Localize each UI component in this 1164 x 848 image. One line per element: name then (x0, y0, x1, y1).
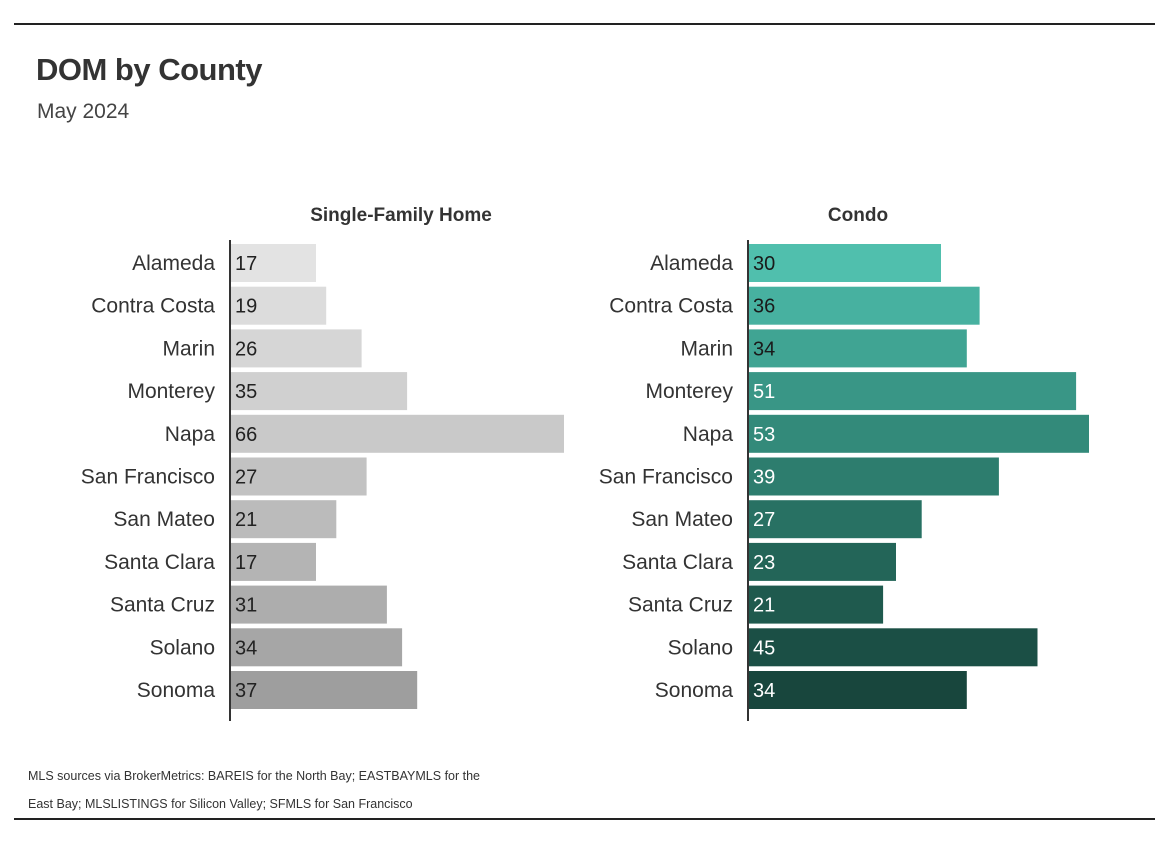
chart-subtitle: May 2024 (37, 100, 130, 123)
condo-category-label: Napa (683, 423, 734, 446)
sfh-category-label: Napa (165, 423, 216, 446)
bottom-rule (14, 818, 1155, 820)
condo-bar-san-mateo (748, 500, 922, 539)
sfh-category-label: Monterey (127, 380, 215, 403)
sfh-category-label: Solano (150, 636, 215, 659)
sfh-bar-marin (230, 329, 362, 368)
sfh-panel-title: Single-Family Home (310, 205, 492, 226)
condo-value-label: 51 (753, 381, 775, 403)
sfh-value-label: 17 (235, 552, 257, 574)
sfh-bar-monterey (230, 372, 408, 411)
sfh-bar-santa-cruz (230, 585, 387, 624)
sfh-bar-san-francisco (230, 457, 367, 496)
sfh-category-label: Contra Costa (91, 295, 215, 318)
condo-bar-sonoma (748, 671, 967, 709)
sfh-value-label: 26 (235, 338, 257, 360)
condo-value-label: 21 (753, 595, 775, 617)
condo-value-label: 34 (753, 680, 775, 702)
sfh-value-label: 19 (235, 296, 257, 318)
condo-bar-contra-costa (748, 286, 980, 325)
condo-value-label: 39 (753, 467, 775, 489)
condo-panel-title: Condo (828, 205, 888, 226)
sfh-value-label: 37 (235, 680, 257, 702)
condo-bar-santa-clara (748, 542, 896, 581)
sfh-value-label: 21 (235, 509, 257, 531)
condo-value-label: 23 (753, 552, 775, 574)
condo-bar-marin (748, 329, 967, 368)
condo-value-label: 30 (753, 253, 775, 275)
condo-bar-santa-cruz (748, 585, 884, 624)
sfh-category-label: Sonoma (137, 679, 216, 702)
condo-bar-san-francisco (748, 457, 999, 496)
sfh-value-label: 35 (235, 381, 257, 403)
sfh-bar-solano (230, 628, 403, 667)
condo-category-label: Solano (668, 636, 733, 659)
condo-value-label: 36 (753, 296, 775, 318)
condo-category-label: San Francisco (599, 466, 733, 489)
condo-bar-solano (748, 628, 1038, 667)
condo-category-label: Monterey (645, 380, 733, 403)
condo-category-label: San Mateo (631, 508, 733, 531)
condo-value-label: 34 (753, 338, 775, 360)
condo-category-label: Santa Cruz (628, 594, 733, 617)
sfh-bar-napa (230, 414, 564, 453)
sfh-value-label: 17 (235, 253, 257, 275)
sfh-value-label: 31 (235, 595, 257, 617)
sfh-category-label: San Mateo (113, 508, 215, 531)
condo-category-label: Sonoma (655, 679, 734, 702)
condo-bar-monterey (748, 372, 1077, 411)
condo-category-label: Marin (680, 337, 733, 360)
sfh-bar-sonoma (230, 671, 418, 709)
sfh-bar-contra-costa (230, 286, 327, 325)
sfh-category-label: Santa Cruz (110, 594, 215, 617)
condo-category-label: Alameda (650, 252, 733, 275)
sfh-bar-san-mateo (230, 500, 337, 539)
sfh-category-label: Alameda (132, 252, 215, 275)
condo-value-label: 27 (753, 509, 775, 531)
sfh-value-label: 66 (235, 424, 257, 446)
condo-bar-alameda (748, 244, 941, 282)
sfh-value-label: 34 (235, 637, 257, 659)
sfh-category-label: San Francisco (81, 466, 215, 489)
sfh-bar-alameda (230, 244, 316, 282)
top-rule (14, 23, 1155, 25)
condo-category-label: Santa Clara (622, 551, 733, 574)
condo-value-label: 45 (753, 637, 775, 659)
condo-category-label: Contra Costa (609, 295, 733, 318)
source-note: MLS sources via BrokerMetrics: BAREIS fo… (28, 769, 481, 811)
condo-value-label: 53 (753, 424, 775, 446)
sfh-value-label: 27 (235, 467, 257, 489)
sfh-category-label: Marin (162, 337, 215, 360)
chart-title: DOM by County (36, 52, 263, 87)
sfh-category-label: Santa Clara (104, 551, 215, 574)
condo-bar-napa (748, 414, 1089, 453)
sfh-bar-santa-clara (230, 542, 316, 581)
